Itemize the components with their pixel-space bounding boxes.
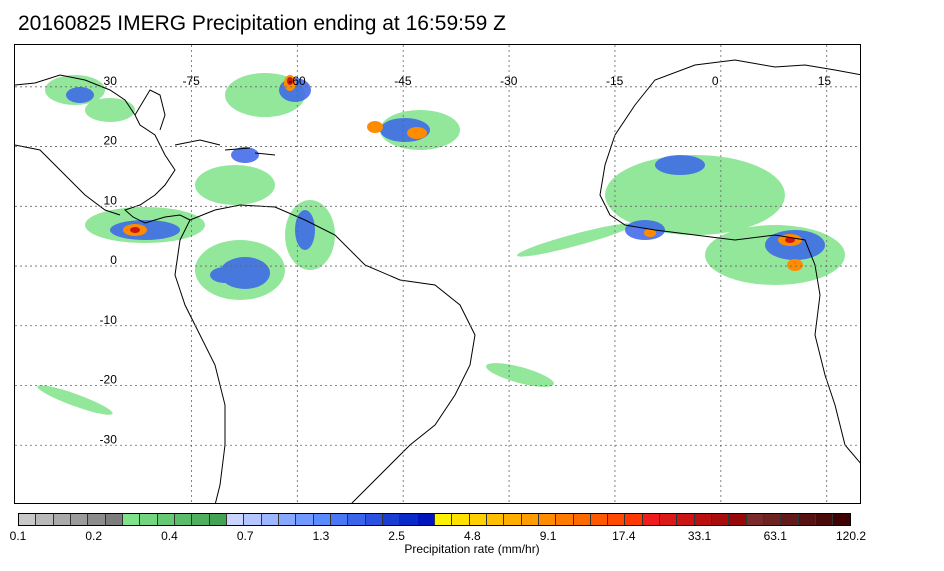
colorbar-cell xyxy=(538,514,557,525)
latitude-label: 30 xyxy=(104,74,118,88)
colorbar-cell xyxy=(36,514,54,525)
colorbar-tick-label: 4.8 xyxy=(464,529,481,543)
longitude-label: -30 xyxy=(500,74,518,88)
colorbar-cell xyxy=(313,514,331,525)
colorbar-cell xyxy=(365,514,383,525)
colorbar-cell xyxy=(157,514,175,525)
colorbar-cell xyxy=(556,514,574,525)
colorbar-cell xyxy=(660,514,678,525)
colorbar-cell xyxy=(764,514,782,525)
colorbar-cell xyxy=(417,514,435,525)
colorbar-cell xyxy=(70,514,89,525)
colorbar-cell xyxy=(400,514,418,525)
colorbar xyxy=(18,513,851,526)
colorbar-cell xyxy=(122,514,141,525)
colorbar-cell xyxy=(330,514,349,525)
map-canvas: -75 -60 -45 -30 -15 0 15 30 20 10 0 -10 -20 -30 xyxy=(15,45,860,503)
graticule xyxy=(15,45,860,503)
colorbar-cell xyxy=(677,514,695,525)
colorbar-cell xyxy=(226,514,245,525)
colorbar-cell xyxy=(105,514,123,525)
colorbar-cell xyxy=(469,514,487,525)
latitude-label: -30 xyxy=(100,432,118,446)
colorbar-cell xyxy=(452,514,470,525)
latitude-label: -10 xyxy=(100,313,118,327)
colorbar-cell xyxy=(781,514,799,525)
colorbar-label: Precipitation rate (mm/hr) xyxy=(404,542,540,556)
colorbar-cell xyxy=(521,514,539,525)
colorbar-tick-label: 0.1 xyxy=(9,529,27,543)
longitude-label: 15 xyxy=(818,74,832,88)
colorbar-cell xyxy=(209,514,227,525)
colorbar-tick-label: 2.5 xyxy=(388,529,405,543)
colorbar-tick-label: 33.1 xyxy=(687,529,712,543)
precipitation-map: -75 -60 -45 -30 -15 0 15 30 20 10 0 -10 -20 -30 xyxy=(14,44,861,504)
longitude-label: -15 xyxy=(606,74,624,88)
colorbar-cell xyxy=(833,514,850,525)
colorbar-cell xyxy=(694,514,713,525)
map-title: 20160825 IMERG Precipitation ending at 1… xyxy=(18,12,506,35)
colorbar-cell xyxy=(434,514,453,525)
colorbar-cell xyxy=(244,514,262,525)
colorbar-cell xyxy=(296,514,314,525)
colorbar-tick-label: 0.2 xyxy=(85,529,103,543)
colorbar-tick-label: 0.4 xyxy=(161,529,178,543)
longitude-label: 0 xyxy=(712,74,719,88)
latitude-labels: 30 20 10 0 -10 -20 -30 xyxy=(100,74,118,446)
longitude-label: -75 xyxy=(182,74,200,88)
longitude-label: -45 xyxy=(394,74,412,88)
colorbar-cell xyxy=(348,514,366,525)
colorbar-cell xyxy=(712,514,730,525)
colorbar-cell xyxy=(816,514,834,525)
colorbar-ticks: 0.1 0.2 0.4 0.7 1.3 2.5 4.8 9.1 17.4 33.1 63.1 120.… xyxy=(10,529,866,545)
colorbar-cell xyxy=(729,514,747,525)
colorbar-cell xyxy=(53,514,71,525)
latitude-label: 20 xyxy=(104,134,118,148)
coastlines xyxy=(15,59,860,503)
colorbar-cell xyxy=(261,514,279,525)
latitude-label: 10 xyxy=(104,193,118,207)
colorbar-cell xyxy=(192,514,210,525)
colorbar-cell xyxy=(798,514,817,525)
colorbar-tick-label: 63.1 xyxy=(763,529,787,543)
colorbar-tick-label: 1.3 xyxy=(312,529,330,543)
colorbar-cell xyxy=(642,514,661,525)
colorbar-cell xyxy=(746,514,765,525)
longitude-label: -60 xyxy=(288,74,306,88)
colorbar-cell xyxy=(382,514,401,525)
colorbar-cell xyxy=(88,514,106,525)
colorbar-cell xyxy=(174,514,193,525)
colorbar-tick-label: 17.4 xyxy=(612,529,636,543)
colorbar-cell xyxy=(140,514,158,525)
latitude-label: 0 xyxy=(110,253,117,267)
colorbar-tick-label: 9.1 xyxy=(539,529,557,543)
precipitation-layer xyxy=(37,73,845,415)
colorbar-cell xyxy=(625,514,643,525)
colorbar-cell xyxy=(19,514,37,525)
colorbar-cell xyxy=(573,514,591,525)
latitude-label: -20 xyxy=(100,373,118,387)
colorbar-cell xyxy=(278,514,297,525)
colorbar-cell xyxy=(504,514,522,525)
colorbar-cell xyxy=(486,514,505,525)
colorbar-cell xyxy=(608,514,626,525)
colorbar-tick-label: 0.7 xyxy=(236,529,254,543)
colorbar-tick-label: 120.2 xyxy=(835,529,867,543)
longitude-labels: -75 -60 -45 -30 -15 0 15 xyxy=(182,74,831,88)
colorbar-cell xyxy=(590,514,609,525)
